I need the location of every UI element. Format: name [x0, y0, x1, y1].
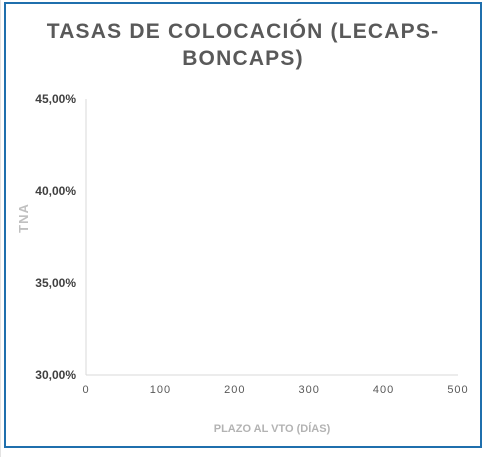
chart-title-line-1: TASAS DE COLOCACIÓN (LECAPS-: [46, 20, 440, 43]
y-tick-label: 45,00%: [35, 92, 76, 106]
chart-title-line-2: BONCAPS): [182, 47, 304, 70]
x-tick-labels: 0 100 200 300 400 500: [82, 384, 468, 396]
plot-area: 45,00% 40,00% 35,00% 30,00% 0 100 200 300 400 50…: [16, 92, 468, 435]
chart-title: TASAS DE COLOCACIÓN (LECAPS- BONCAPS): [6, 18, 480, 72]
x-tick-label: 500: [447, 384, 468, 396]
y-tick-label: 40,00%: [35, 184, 76, 198]
chart-container[interactable]: TASAS DE COLOCACIÓN (LECAPS- BONCAPS) 45…: [4, 2, 482, 448]
y-tick-label: 30,00%: [35, 368, 76, 382]
x-tick-label: 0: [82, 384, 89, 396]
y-tick-label: 35,00%: [35, 276, 76, 290]
y-axis-label: TNA: [16, 203, 31, 233]
x-tick-label: 100: [150, 384, 171, 396]
x-axis-label: PLAZO AL VTO (DÍAS): [214, 422, 331, 435]
x-tick-label: 400: [373, 384, 394, 396]
y-tick-labels: 45,00% 40,00% 35,00% 30,00%: [35, 92, 76, 382]
x-tick-label: 200: [224, 384, 245, 396]
x-tick-label: 300: [299, 384, 320, 396]
